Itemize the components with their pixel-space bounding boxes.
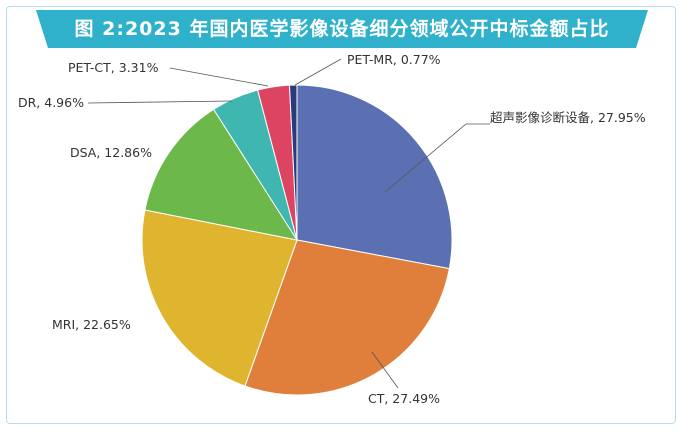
- data-label: DR, 4.96%: [18, 95, 84, 110]
- leader-line: [87, 100, 233, 104]
- data-label: DSA, 12.86%: [70, 145, 152, 160]
- title-banner: 图 2:2023 年国内医学影像设备细分领域公开中标金额占比: [36, 10, 648, 48]
- data-label: PET-CT, 3.31%: [68, 60, 159, 75]
- leader-line: [384, 123, 490, 193]
- data-label: 超声影像诊断设备, 27.95%: [490, 110, 646, 125]
- pie-slice-mri: [141, 209, 298, 387]
- pie-slice-ultrasound: [296, 84, 453, 270]
- data-label: CT, 27.49%: [368, 391, 440, 406]
- leader-line: [294, 58, 342, 86]
- title-banner-shape: [36, 10, 648, 48]
- leader-line: [371, 351, 399, 389]
- data-label: PET-MR, 0.77%: [347, 52, 441, 67]
- pie-slice-pet-mr: [288, 84, 298, 241]
- pie-slice-dsa: [144, 108, 299, 241]
- data-label: MRI, 22.65%: [52, 317, 131, 332]
- chart-title: 图 2:2023 年国内医学影像设备细分领域公开中标金额占比: [74, 18, 610, 40]
- pie-slice-ct: [244, 239, 450, 396]
- leader-line: [169, 67, 269, 87]
